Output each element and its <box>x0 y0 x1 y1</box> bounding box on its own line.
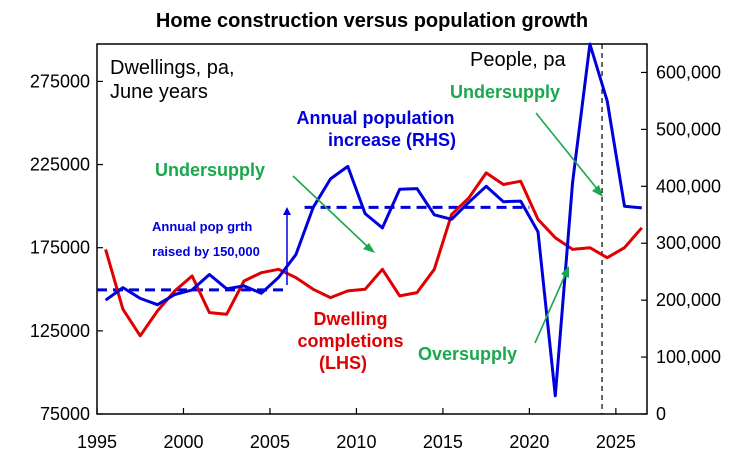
series-group <box>104 42 643 398</box>
x-tick-label: 2015 <box>423 432 463 452</box>
dwelling-label-line-3: (LHS) <box>319 353 367 373</box>
oversupply-arrow <box>534 272 567 344</box>
x-tick-label: 2020 <box>509 432 549 452</box>
population-series-line <box>104 42 642 398</box>
undersupply-arrowhead-1 <box>363 243 375 253</box>
right-tick-label: 100,000 <box>656 347 721 367</box>
undersupply-arrow-1 <box>292 175 369 248</box>
left-axis: 75000 125000 175000 225000 275000 <box>30 71 103 424</box>
oversupply-arrowhead <box>561 266 569 278</box>
chart-title: Home construction versus population grow… <box>156 10 588 32</box>
left-tick-label: 275000 <box>30 71 90 91</box>
undersupply-label-1: Undersupply <box>155 160 265 180</box>
dwelling-series-label: Dwelling completions (LHS) <box>297 309 408 373</box>
dwelling-label-line-2: completions <box>297 331 403 351</box>
dwelling-label-line-1: Dwelling <box>313 309 387 329</box>
right-axis-label: People, pa <box>470 49 567 71</box>
oversupply-label: Oversupply <box>418 344 517 364</box>
dwelling-series-line <box>104 171 643 338</box>
x-tick-label: 1995 <box>77 432 117 452</box>
right-tick-label: 600,000 <box>656 62 721 82</box>
left-axis-label-line-2: June years <box>110 81 208 103</box>
x-axis: 1995 2000 2005 2010 2015 2020 2025 <box>77 408 636 452</box>
undersupply-label-2: Undersupply <box>450 82 560 102</box>
population-label-line-1: Annual population <box>297 108 455 128</box>
reference-lines <box>97 205 530 292</box>
left-tick-label: 75000 <box>40 404 90 424</box>
undersupply-arrow-2 <box>535 112 599 191</box>
x-tick-label: 2005 <box>250 432 290 452</box>
population-series-label: Annual population increase (RHS) <box>297 108 460 150</box>
right-tick-label: 300,000 <box>656 233 721 253</box>
plot-area-frame <box>96 43 648 415</box>
pop-shift-label: Annual pop grth raised by 150,000 <box>152 219 260 259</box>
right-tick-label: 200,000 <box>656 290 721 310</box>
pop-shift-label-line-1: Annual pop grth <box>152 219 252 234</box>
left-axis-label-line-1: Dwellings, pa, <box>110 57 235 79</box>
right-tick-label: 400,000 <box>656 176 721 196</box>
undersupply-arrowhead-2 <box>592 185 603 197</box>
x-tick-label: 2025 <box>596 432 636 452</box>
left-tick-label: 225000 <box>30 155 90 175</box>
pop-shift-label-line-2: raised by 150,000 <box>152 244 260 259</box>
pop-shift-arrowhead <box>283 207 291 215</box>
right-axis: 0 100,000 200,000 300,000 400,000 500,000 600,… <box>641 62 721 424</box>
x-tick-label: 2010 <box>336 432 376 452</box>
left-axis-label: Dwellings, pa, June years <box>110 57 240 103</box>
left-tick-label: 125000 <box>30 321 90 341</box>
left-tick-label: 175000 <box>30 238 90 258</box>
right-tick-label: 500,000 <box>656 119 721 139</box>
x-tick-label: 2000 <box>163 432 203 452</box>
right-tick-label: 0 <box>656 404 666 424</box>
population-label-line-2: increase (RHS) <box>328 130 456 150</box>
